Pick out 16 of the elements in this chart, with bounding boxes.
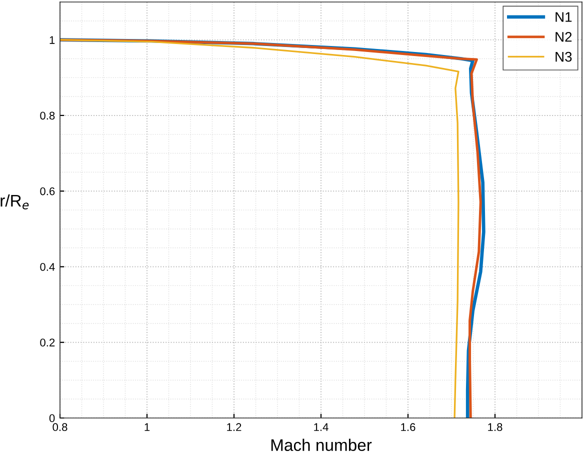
x-tick-label: 1.4 [314, 423, 328, 431]
x-axis-title: Mach number [271, 438, 372, 452]
y-tick-label: 0.6 [40, 187, 55, 196]
y-tick-label: 0.4 [40, 262, 55, 271]
y-tick-label: 0.8 [40, 112, 55, 120]
x-tick-label: 1.2 [227, 423, 242, 431]
x-tick-label: 1.6 [401, 423, 416, 432]
y-tick-label: 1 [50, 36, 55, 44]
y-tick-label: 0 [49, 414, 55, 422]
legend-label: N1 [556, 12, 572, 22]
y-tick-label: 0.2 [40, 338, 55, 346]
legend-label: N3 [556, 52, 572, 62]
legend-label: N2 [556, 32, 572, 42]
y-axis-title: r/R$_{e}$ [0, 194, 29, 210]
x-tick-label: 1 [144, 423, 150, 431]
x-tick-label: 1.8 [488, 423, 502, 432]
